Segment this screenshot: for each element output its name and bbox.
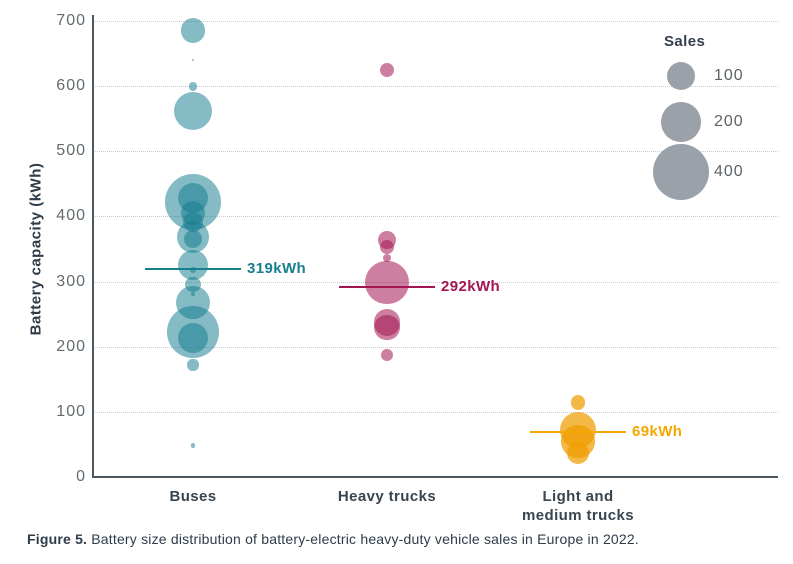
bubble-heavy-trucks-229kwh (374, 315, 400, 341)
gridline-700 (93, 21, 778, 22)
y-axis-title: Battery capacity (kWh) (27, 162, 45, 336)
y-tick-label-100: 100 (56, 402, 86, 420)
gridline-100 (93, 411, 778, 413)
bubble-buses-48kwh (190, 443, 196, 449)
bubble-buses-685kwh (180, 18, 206, 44)
bubble-buses-214kwh (177, 322, 208, 353)
y-tick-label-400: 400 (56, 207, 86, 225)
bubble-buses-562kwh (173, 91, 213, 130)
x-axis-line (92, 476, 778, 478)
y-tick-label-500: 500 (56, 142, 86, 160)
gridline-200 (93, 346, 778, 348)
legend-value-200: 200 (714, 113, 744, 130)
y-tick-label-300: 300 (56, 272, 86, 290)
y-tick-label-200: 200 (56, 337, 86, 355)
bubble-buses-366kwh (184, 229, 202, 248)
bubble-heavy-trucks-625kwh (379, 62, 395, 78)
mean-label-1: 319kWh (247, 260, 307, 278)
bubble-buses-600kwh (188, 81, 198, 91)
category-label-1: Buses (169, 488, 217, 505)
bubble-buses-326kwh (177, 249, 208, 280)
y-tick-label-700: 700 (56, 12, 86, 29)
bubble-heavy-trucks-353kwh (379, 239, 395, 255)
bubble-buses-640kwh (191, 58, 195, 62)
legend-title: Sales (664, 33, 706, 50)
bubble-light-and-medium-trucks-114kwh (570, 395, 586, 410)
figure-caption-label: Figure 5. (27, 531, 88, 547)
mean-line-1 (145, 268, 241, 271)
figure-caption-text: Battery size distribution of battery-ele… (87, 531, 639, 547)
category-label-3: Light and medium trucks (522, 488, 634, 524)
mean-label-3: 69kWh (632, 423, 683, 441)
legend-bubble-100 (667, 62, 695, 90)
legend-value-100: 100 (714, 67, 744, 84)
bubble-light-and-medium-trucks-37kwh (566, 441, 590, 464)
gridline-600 (93, 86, 778, 88)
legend-bubble-200 (661, 102, 701, 142)
mean-line-3 (530, 431, 626, 434)
bubble-buses-172kwh (187, 359, 199, 371)
y-tick-label-0: 0 (76, 468, 86, 485)
category-label-2: Heavy trucks (337, 488, 437, 505)
bubble-heavy-trucks-187kwh (381, 349, 393, 362)
y-tick-label-600: 600 (56, 77, 86, 95)
gridline-300 (93, 281, 778, 283)
gridline-500 (93, 151, 778, 153)
y-axis-line (92, 15, 94, 478)
legend-value-400: 400 (714, 163, 744, 180)
legend-bubble-400 (653, 144, 709, 200)
mean-line-2 (339, 285, 435, 288)
bubble-heavy-trucks-336kwh (383, 254, 391, 263)
gridline-400 (93, 216, 778, 218)
mean-label-2: 292kWh (441, 277, 501, 295)
figure-caption: Figure 5. Battery size distribution of b… (27, 530, 772, 549)
bubble-heavy-trucks-299kwh (365, 260, 409, 304)
